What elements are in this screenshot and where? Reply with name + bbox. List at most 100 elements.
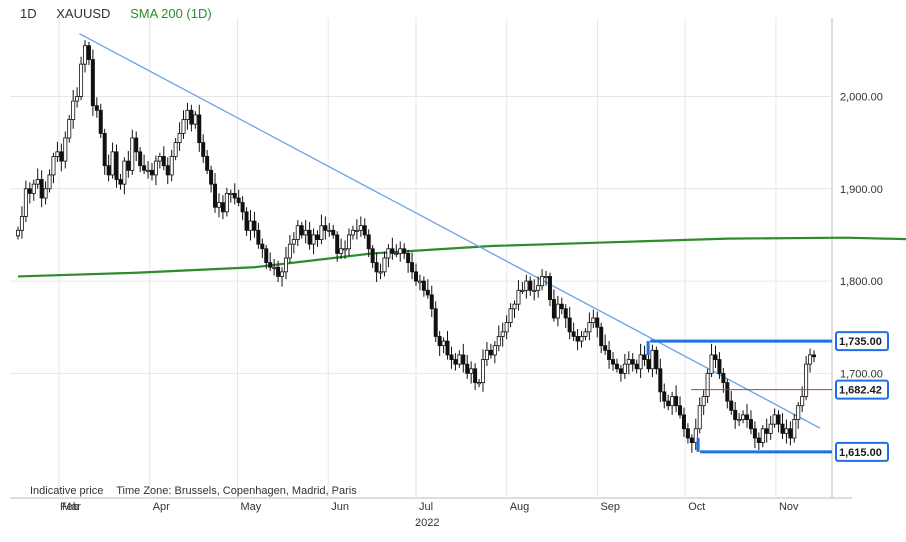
candle-body: [469, 368, 474, 374]
candle-body: [496, 336, 501, 347]
candle-body: [544, 276, 549, 279]
candle-body: [772, 414, 777, 425]
candle-body: [693, 428, 698, 444]
candle-body: [500, 331, 505, 337]
candle-body: [102, 132, 107, 167]
candle-body: [67, 119, 72, 139]
candle-body: [685, 428, 690, 439]
sma-200-line: [17, 236, 906, 278]
candle-body: [516, 289, 521, 305]
candle-body: [520, 289, 525, 292]
candle-body: [220, 202, 225, 213]
candle-body: [792, 419, 797, 439]
candle-body: [579, 336, 584, 342]
candle-body: [63, 137, 68, 162]
candle-body: [19, 216, 24, 231]
candle-body: [729, 400, 734, 411]
candle-body: [165, 165, 170, 176]
candle-body: [181, 119, 186, 134]
candle-body: [256, 229, 261, 245]
price-label-text: 1,682.42: [839, 385, 882, 397]
timezone-label: Time Zone: Brussels, Copenhagen, Madrid,…: [116, 485, 357, 497]
x-tick-label: Sep: [600, 501, 620, 513]
candle-body: [216, 202, 221, 208]
candle-body: [638, 354, 643, 370]
candle-body: [228, 192, 233, 195]
x-tick-label: Jun: [331, 501, 349, 513]
candle-body: [737, 419, 742, 422]
candle-body: [177, 132, 182, 144]
candle-body: [236, 197, 241, 204]
candle-body: [689, 437, 694, 444]
candle-body: [350, 229, 355, 236]
price-label-box: [835, 441, 889, 462]
candle-body: [760, 428, 765, 444]
candle-body: [287, 243, 292, 259]
candle-body: [488, 349, 493, 356]
candle-body: [480, 359, 485, 384]
y-tick-label: 1,800.00: [840, 276, 883, 288]
candle-body: [461, 354, 466, 365]
candle-body: [634, 363, 639, 370]
candle-body: [587, 322, 592, 333]
candle-body: [709, 354, 714, 374]
candle-body: [662, 391, 667, 402]
candle-body: [55, 151, 60, 157]
candle-body: [748, 419, 753, 430]
candle-body: [465, 363, 470, 374]
candle-body: [31, 183, 36, 194]
candle-body: [678, 405, 683, 416]
candle-body: [94, 105, 99, 111]
candle-body: [780, 423, 785, 434]
candle-body: [540, 276, 545, 287]
candle-body: [311, 234, 316, 245]
candle-body: [39, 179, 44, 199]
candle-body: [457, 354, 462, 365]
candle-body: [508, 308, 513, 324]
candle-body: [626, 359, 631, 365]
candle-body: [331, 229, 336, 236]
candle-body: [812, 354, 817, 358]
x-tick-label: Oct: [688, 501, 705, 513]
candle-body: [299, 225, 304, 236]
candle-body: [362, 225, 367, 236]
candle-body: [453, 359, 458, 365]
candle-body: [264, 248, 269, 264]
candle-body: [339, 248, 344, 254]
candle-body: [268, 262, 273, 268]
candle-body: [658, 368, 663, 393]
candle-body: [248, 220, 253, 231]
candle-body: [390, 248, 395, 254]
candle-body: [370, 248, 375, 264]
candle-body: [146, 169, 151, 172]
candle-body: [445, 340, 450, 356]
candle-body: [705, 372, 710, 397]
candle-body: [473, 368, 478, 384]
candle-body: [559, 303, 564, 310]
x-tick-label: Mar: [62, 501, 81, 513]
candle-body: [713, 354, 718, 360]
candle-body: [161, 156, 166, 167]
candle-body: [441, 340, 446, 347]
candle-body: [35, 179, 40, 185]
candle-body: [276, 266, 281, 277]
candle-body: [776, 414, 781, 425]
sma-indicator-label[interactable]: SMA 200 (1D): [130, 6, 212, 21]
candle-body: [90, 59, 95, 107]
symbol-label[interactable]: XAUUSD: [56, 6, 111, 21]
candle-body: [646, 359, 651, 370]
candle-body: [622, 363, 627, 374]
candle-body: [59, 151, 64, 162]
candle-body: [327, 229, 332, 232]
x-tick-label: Apr: [153, 501, 170, 513]
candle-body: [575, 336, 580, 342]
interval-label[interactable]: 1D: [20, 6, 37, 21]
y-tick-label: 2,000.00: [840, 91, 883, 103]
candle-body: [335, 234, 340, 254]
candle-body: [378, 271, 383, 274]
candle-body: [173, 142, 178, 157]
chart-header: 1D XAUUSD SMA 200 (1D): [20, 6, 228, 21]
candle-body: [71, 100, 76, 120]
candle-body: [51, 156, 56, 176]
